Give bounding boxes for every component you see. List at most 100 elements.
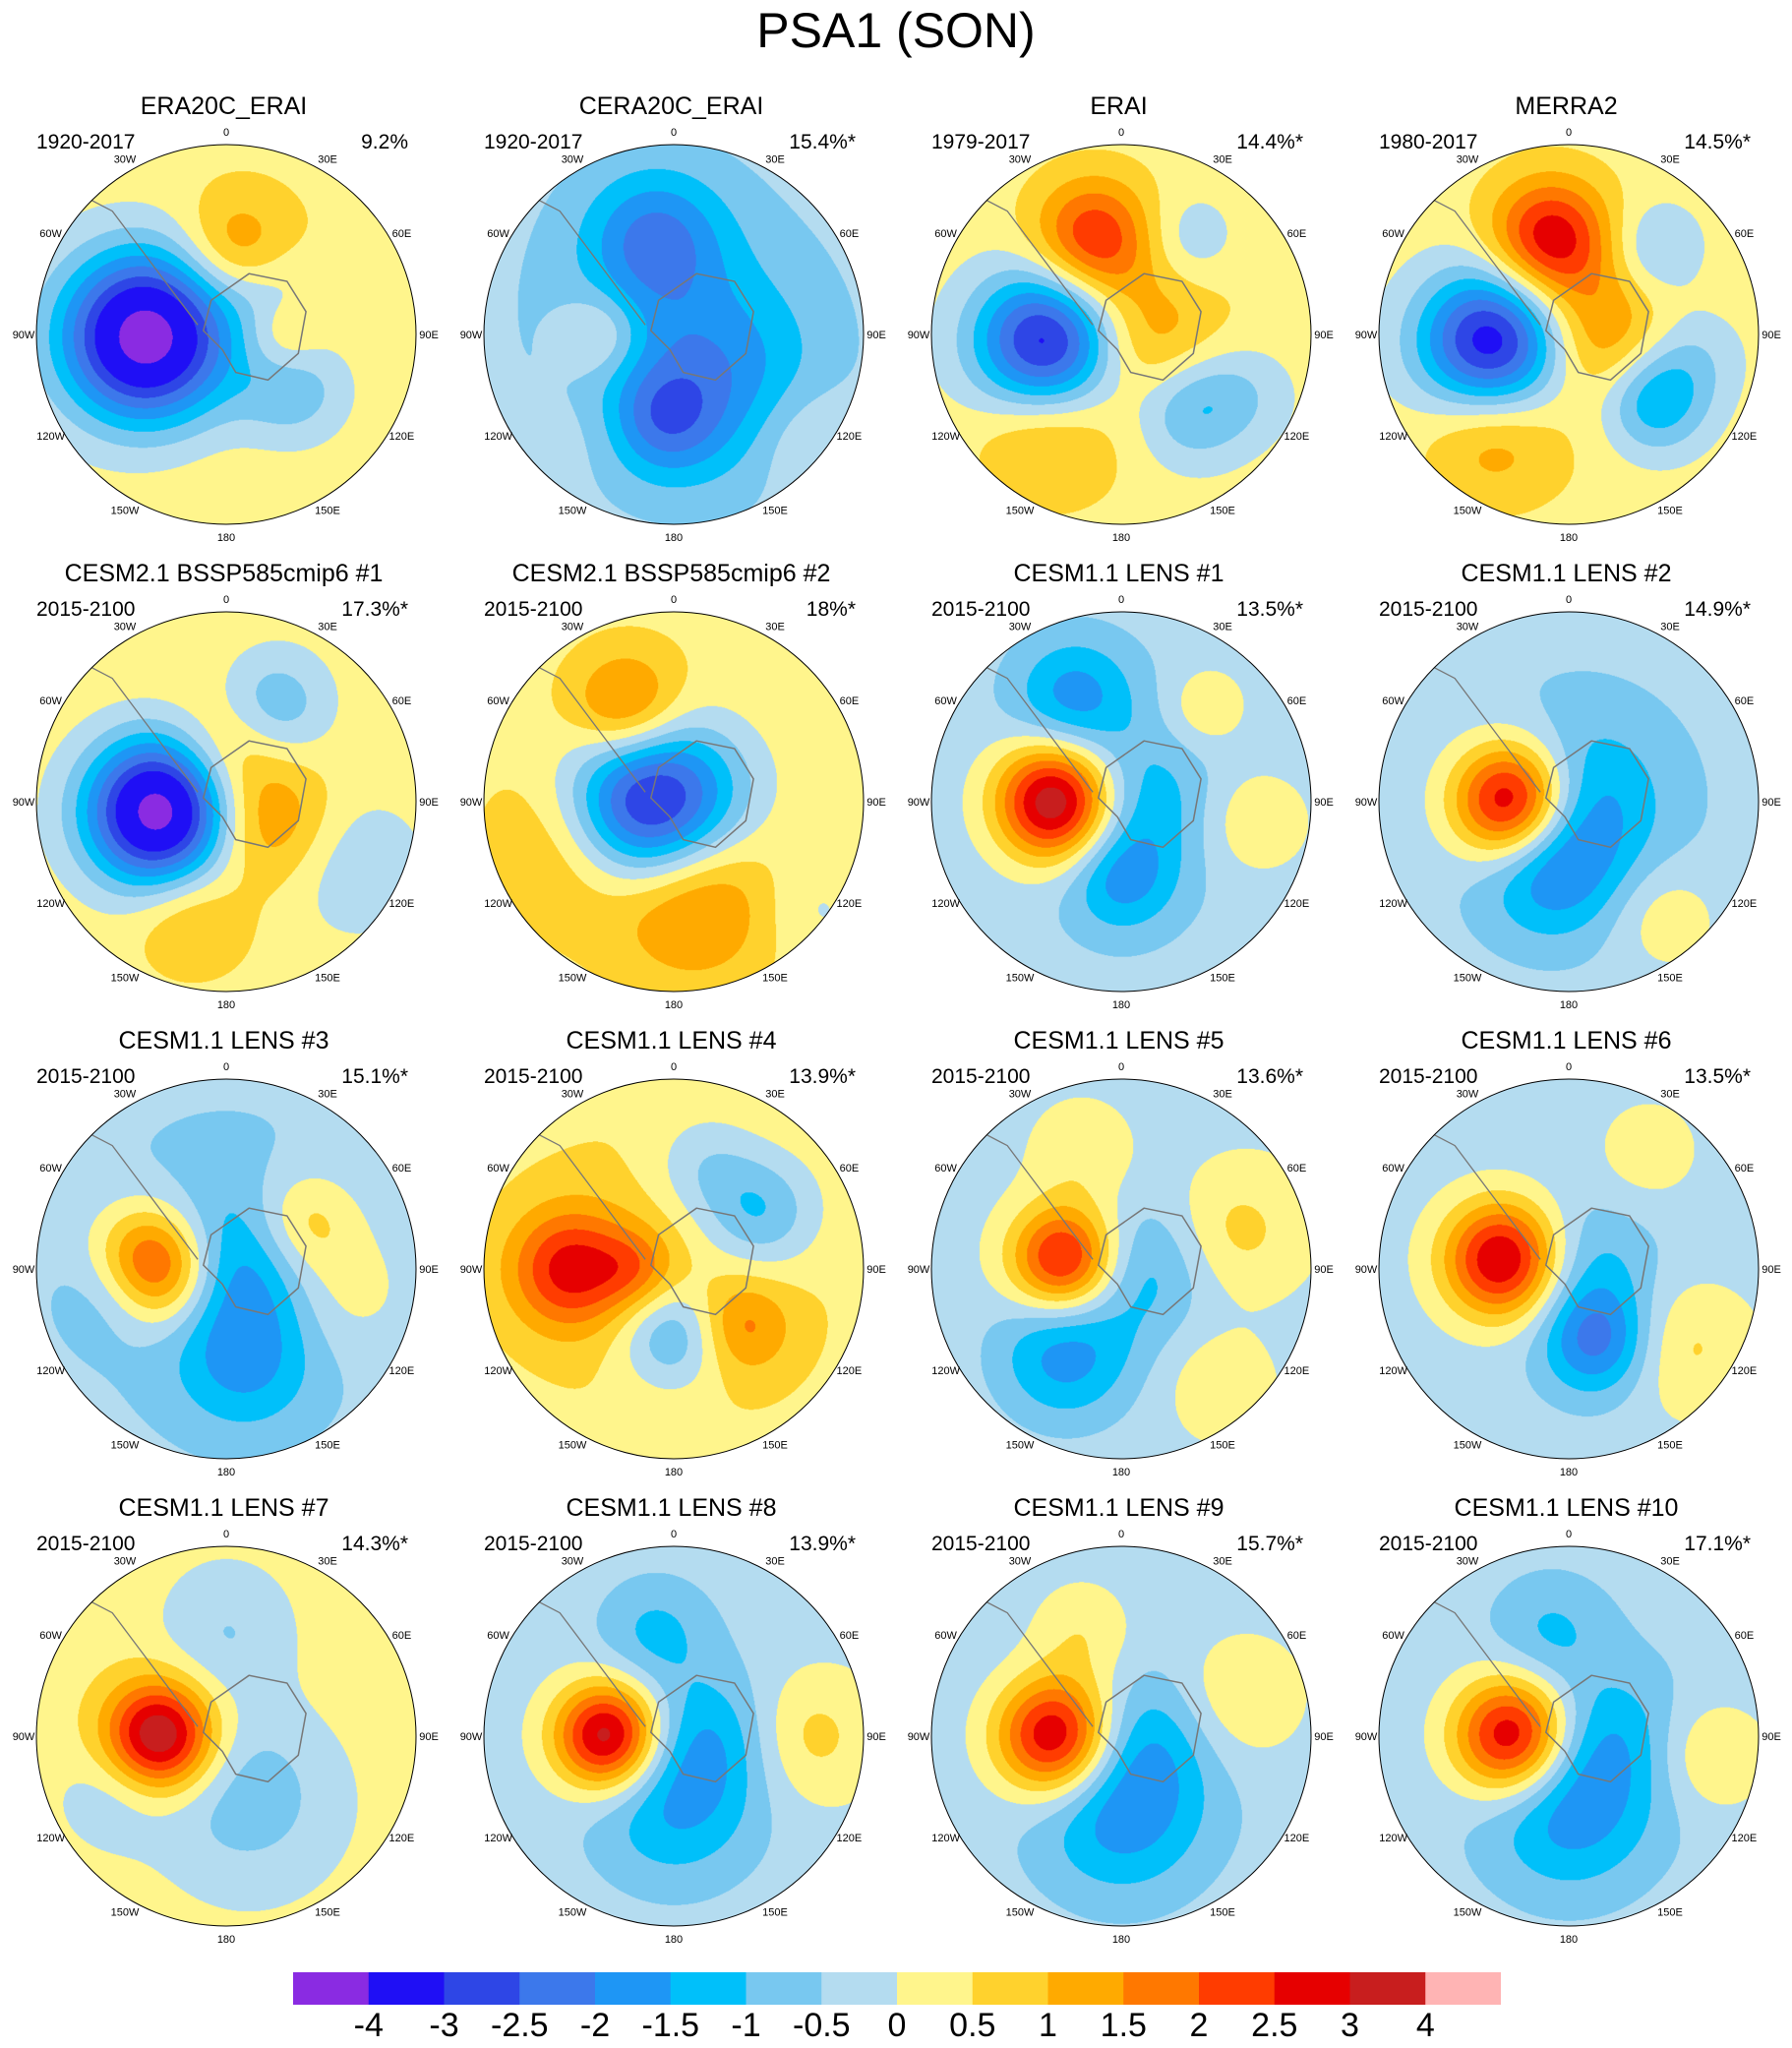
coastline — [64, 1587, 199, 1727]
longitude-label: 120W — [1379, 898, 1407, 910]
panel-period: 2015-2100 — [484, 1065, 583, 1088]
colorbar-swatch — [1199, 1972, 1276, 2005]
longitude-label: 60E — [840, 1630, 860, 1642]
longitude-label: 150W — [1006, 1906, 1035, 1918]
pattern-field — [36, 612, 416, 992]
longitude-label: 60W — [934, 695, 957, 707]
panel-period: 2015-2100 — [484, 598, 583, 621]
coastline — [1406, 652, 1541, 793]
panel-period: 1979-2017 — [931, 131, 1031, 153]
longitude-label: 120W — [36, 898, 65, 910]
map-panel: 0 30E 60E 90E 120E 150E 180 150W 120W 90W 60W 30W CE… — [448, 548, 895, 1015]
panel-period: 2015-2100 — [484, 1533, 583, 1555]
coastline — [1406, 1587, 1541, 1727]
pattern-field — [484, 612, 864, 992]
polar-map: 0 30E 60E 90E 120E 150E 180 150W 120W 90W 60W 30W — [1355, 1529, 1781, 1946]
longitude-label: 30E — [1213, 622, 1232, 633]
longitude-label: 0 — [671, 1529, 677, 1540]
longitude-label: 30E — [318, 154, 337, 166]
polar-map: 0 30E 60E 90E 120E 150E 180 150W 120W 90W 60W 30W — [1355, 594, 1781, 1011]
colorbar-swatch — [595, 1972, 672, 2005]
longitude-label: 60E — [392, 228, 412, 240]
coastline — [1406, 185, 1541, 326]
coastline — [511, 185, 646, 326]
colorbar-swatch — [670, 1972, 747, 2005]
longitude-label: 180 — [217, 999, 235, 1011]
coastline — [64, 1119, 199, 1260]
longitude-label: 120W — [931, 1833, 960, 1844]
longitude-label: 90E — [866, 1731, 886, 1743]
antarctica-coastline — [1097, 740, 1202, 849]
map-border — [1378, 1545, 1760, 1927]
pattern-field — [36, 1546, 416, 1926]
map-panel: 0 30E 60E 90E 120E 150E 180 150W 120W 90W 60W 30W CE… — [448, 1015, 895, 1482]
longitude-label: 0 — [1566, 594, 1572, 606]
map-panel: 0 30E 60E 90E 120E 150E 180 150W 120W 90W 60W 30W CE… — [895, 548, 1343, 1015]
map-panel: 0 30E 60E 90E 120E 150E 180 150W 120W 90W 60W 30W CE… — [0, 548, 448, 1015]
longitude-label: 120E — [1284, 431, 1310, 443]
colorbar-tick-label: 3 — [1341, 2007, 1359, 2044]
longitude-label: 30W — [1009, 154, 1032, 166]
panel-title: CESM1.1 LENS #3 — [118, 1027, 329, 1054]
longitude-label: 90E — [419, 330, 439, 341]
longitude-label: 150W — [1006, 505, 1035, 516]
longitude-label: 90E — [1314, 797, 1334, 809]
longitude-label: 30E — [318, 1089, 337, 1101]
polar-map: 0 30E 60E 90E 120E 150E 180 150W 120W 90W 60W 30W — [13, 127, 439, 544]
pattern-field — [931, 612, 1311, 992]
longitude-label: 30W — [1009, 1089, 1032, 1101]
longitude-label: 90W — [1355, 1731, 1378, 1743]
panel-period: 2015-2100 — [1379, 598, 1478, 621]
longitude-label: 120E — [389, 1833, 415, 1844]
panel-title: CESM1.1 LENS #7 — [118, 1494, 329, 1522]
panel-title: CESM1.1 LENS #2 — [1461, 560, 1672, 587]
longitude-label: 180 — [217, 532, 235, 544]
longitude-label: 30W — [114, 1556, 137, 1568]
polar-map: 0 30E 60E 90E 120E 150E 180 150W 120W 90W 60W 30W — [908, 127, 1334, 544]
longitude-label: 0 — [223, 1061, 229, 1073]
longitude-label: 150E — [762, 1439, 788, 1451]
antarctica-coastline — [649, 740, 754, 849]
longitude-label: 120E — [837, 1365, 863, 1377]
antarctica-coastline — [649, 272, 754, 382]
longitude-label: 120E — [1732, 1365, 1758, 1377]
map-panel: 0 30E 60E 90E 120E 150E 180 150W 120W 90W 60W 30W ER… — [895, 81, 1343, 548]
longitude-label: 60E — [1735, 1163, 1755, 1175]
longitude-label: 60W — [934, 1163, 957, 1175]
longitude-label: 150E — [315, 972, 340, 984]
colorbar-tick-label: 2.5 — [1251, 2007, 1298, 2044]
longitude-label: 30W — [1457, 154, 1479, 166]
polar-map: 0 30E 60E 90E 120E 150E 180 150W 120W 90W 60W 30W — [908, 1061, 1334, 1478]
longitude-label: 150E — [1210, 972, 1235, 984]
pattern-field — [1379, 1079, 1759, 1459]
polar-map: 0 30E 60E 90E 120E 150E 180 150W 120W 90W 60W 30W — [460, 594, 886, 1011]
panel-variance-percent: 14.3%* — [341, 1533, 408, 1555]
panel-period: 2015-2100 — [36, 1533, 136, 1555]
longitude-label: 150E — [762, 1906, 788, 1918]
panel-period: 2015-2100 — [1379, 1533, 1478, 1555]
longitude-label: 90W — [460, 797, 483, 809]
longitude-label: 60W — [934, 1630, 957, 1642]
antarctica-coastline — [202, 740, 307, 849]
colorbar-swatch — [746, 1972, 822, 2005]
coastline — [959, 1119, 1094, 1260]
polar-map: 0 30E 60E 90E 120E 150E 180 150W 120W 90W 60W 30W — [460, 1529, 886, 1946]
longitude-label: 30W — [114, 622, 137, 633]
longitude-label: 0 — [1118, 594, 1124, 606]
longitude-label: 180 — [1112, 532, 1130, 544]
longitude-label: 30E — [765, 622, 785, 633]
longitude-label: 60W — [1382, 695, 1404, 707]
antarctica-coastline — [202, 1674, 307, 1783]
longitude-label: 90W — [13, 1264, 35, 1276]
pattern-field — [931, 1079, 1311, 1459]
longitude-label: 30W — [562, 1556, 584, 1568]
longitude-label: 120E — [1284, 898, 1310, 910]
longitude-label: 120W — [36, 1365, 65, 1377]
map-border — [930, 1078, 1312, 1460]
longitude-label: 60W — [39, 228, 62, 240]
antarctica-coastline — [649, 1674, 754, 1783]
pattern-field — [36, 145, 416, 524]
longitude-label: 60W — [1382, 228, 1404, 240]
panel-variance-percent: 14.5%* — [1684, 131, 1751, 153]
panel-variance-percent: 13.9%* — [789, 1533, 856, 1555]
